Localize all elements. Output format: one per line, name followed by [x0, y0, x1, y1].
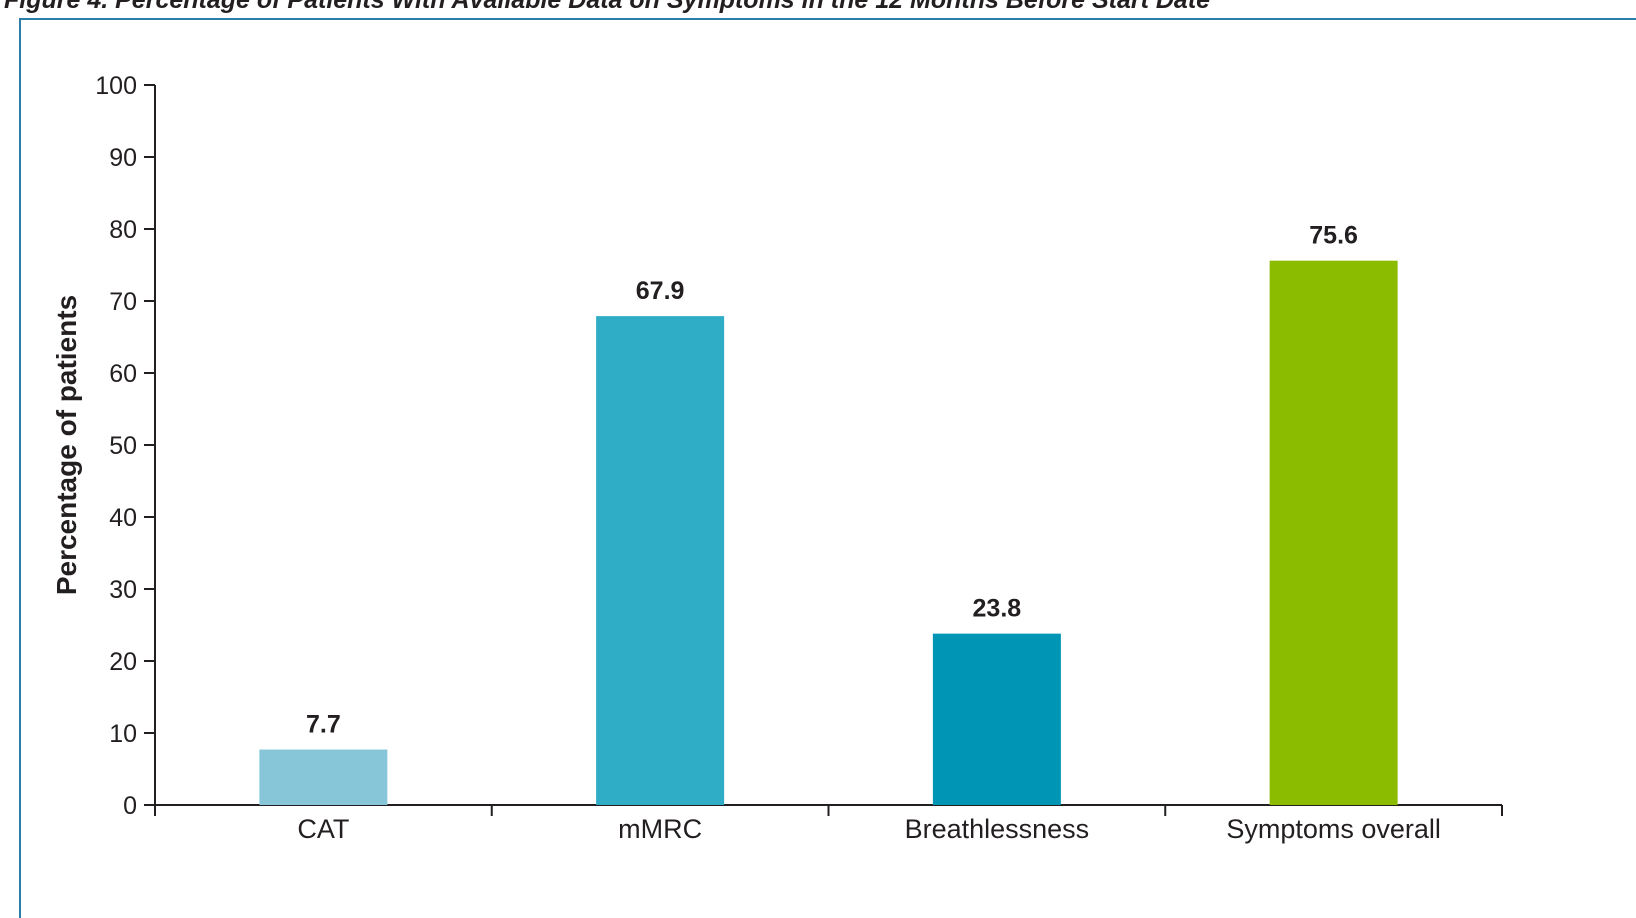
y-tick-label: 30	[109, 576, 137, 604]
x-tick-label: CAT	[297, 814, 349, 844]
y-tick-label: 40	[109, 504, 137, 532]
x-tick-label: Breathlessness	[905, 814, 1090, 844]
y-tick-label: 10	[109, 720, 137, 748]
figure-title: Figure 4. Percentage of Patients With Av…	[4, 0, 1211, 14]
y-tick-label: 70	[109, 288, 137, 316]
data-label: 75.6	[1309, 222, 1358, 250]
y-axis-title: Percentage of patients	[51, 295, 82, 595]
y-tick-label: 0	[123, 792, 137, 820]
x-tick-label: Symptoms overall	[1226, 814, 1441, 844]
y-tick-label: 50	[109, 432, 137, 460]
y-axis: 0 10 20 30 40 50 60 70 80 90 100	[95, 72, 156, 820]
data-labels-group: 7.7 67.9 23.8 75.6	[306, 222, 1358, 739]
x-tick-label: mMRC	[618, 814, 702, 844]
data-label: 7.7	[306, 711, 341, 739]
y-tick-label: 100	[95, 72, 137, 100]
bar	[259, 749, 388, 805]
y-tick-label: 90	[109, 144, 137, 172]
bars-group	[259, 260, 1398, 805]
y-tick-label: 20	[109, 648, 137, 676]
data-label: 67.9	[636, 277, 685, 305]
bar	[596, 316, 725, 805]
data-label: 23.8	[973, 595, 1022, 623]
bar	[1269, 260, 1398, 805]
x-axis: CAT mMRC Breathlessness Symptoms overall	[154, 804, 1503, 844]
chart-frame	[19, 18, 1636, 918]
y-tick-label: 80	[109, 216, 137, 244]
bar	[932, 633, 1061, 805]
y-tick-label: 60	[109, 360, 137, 388]
